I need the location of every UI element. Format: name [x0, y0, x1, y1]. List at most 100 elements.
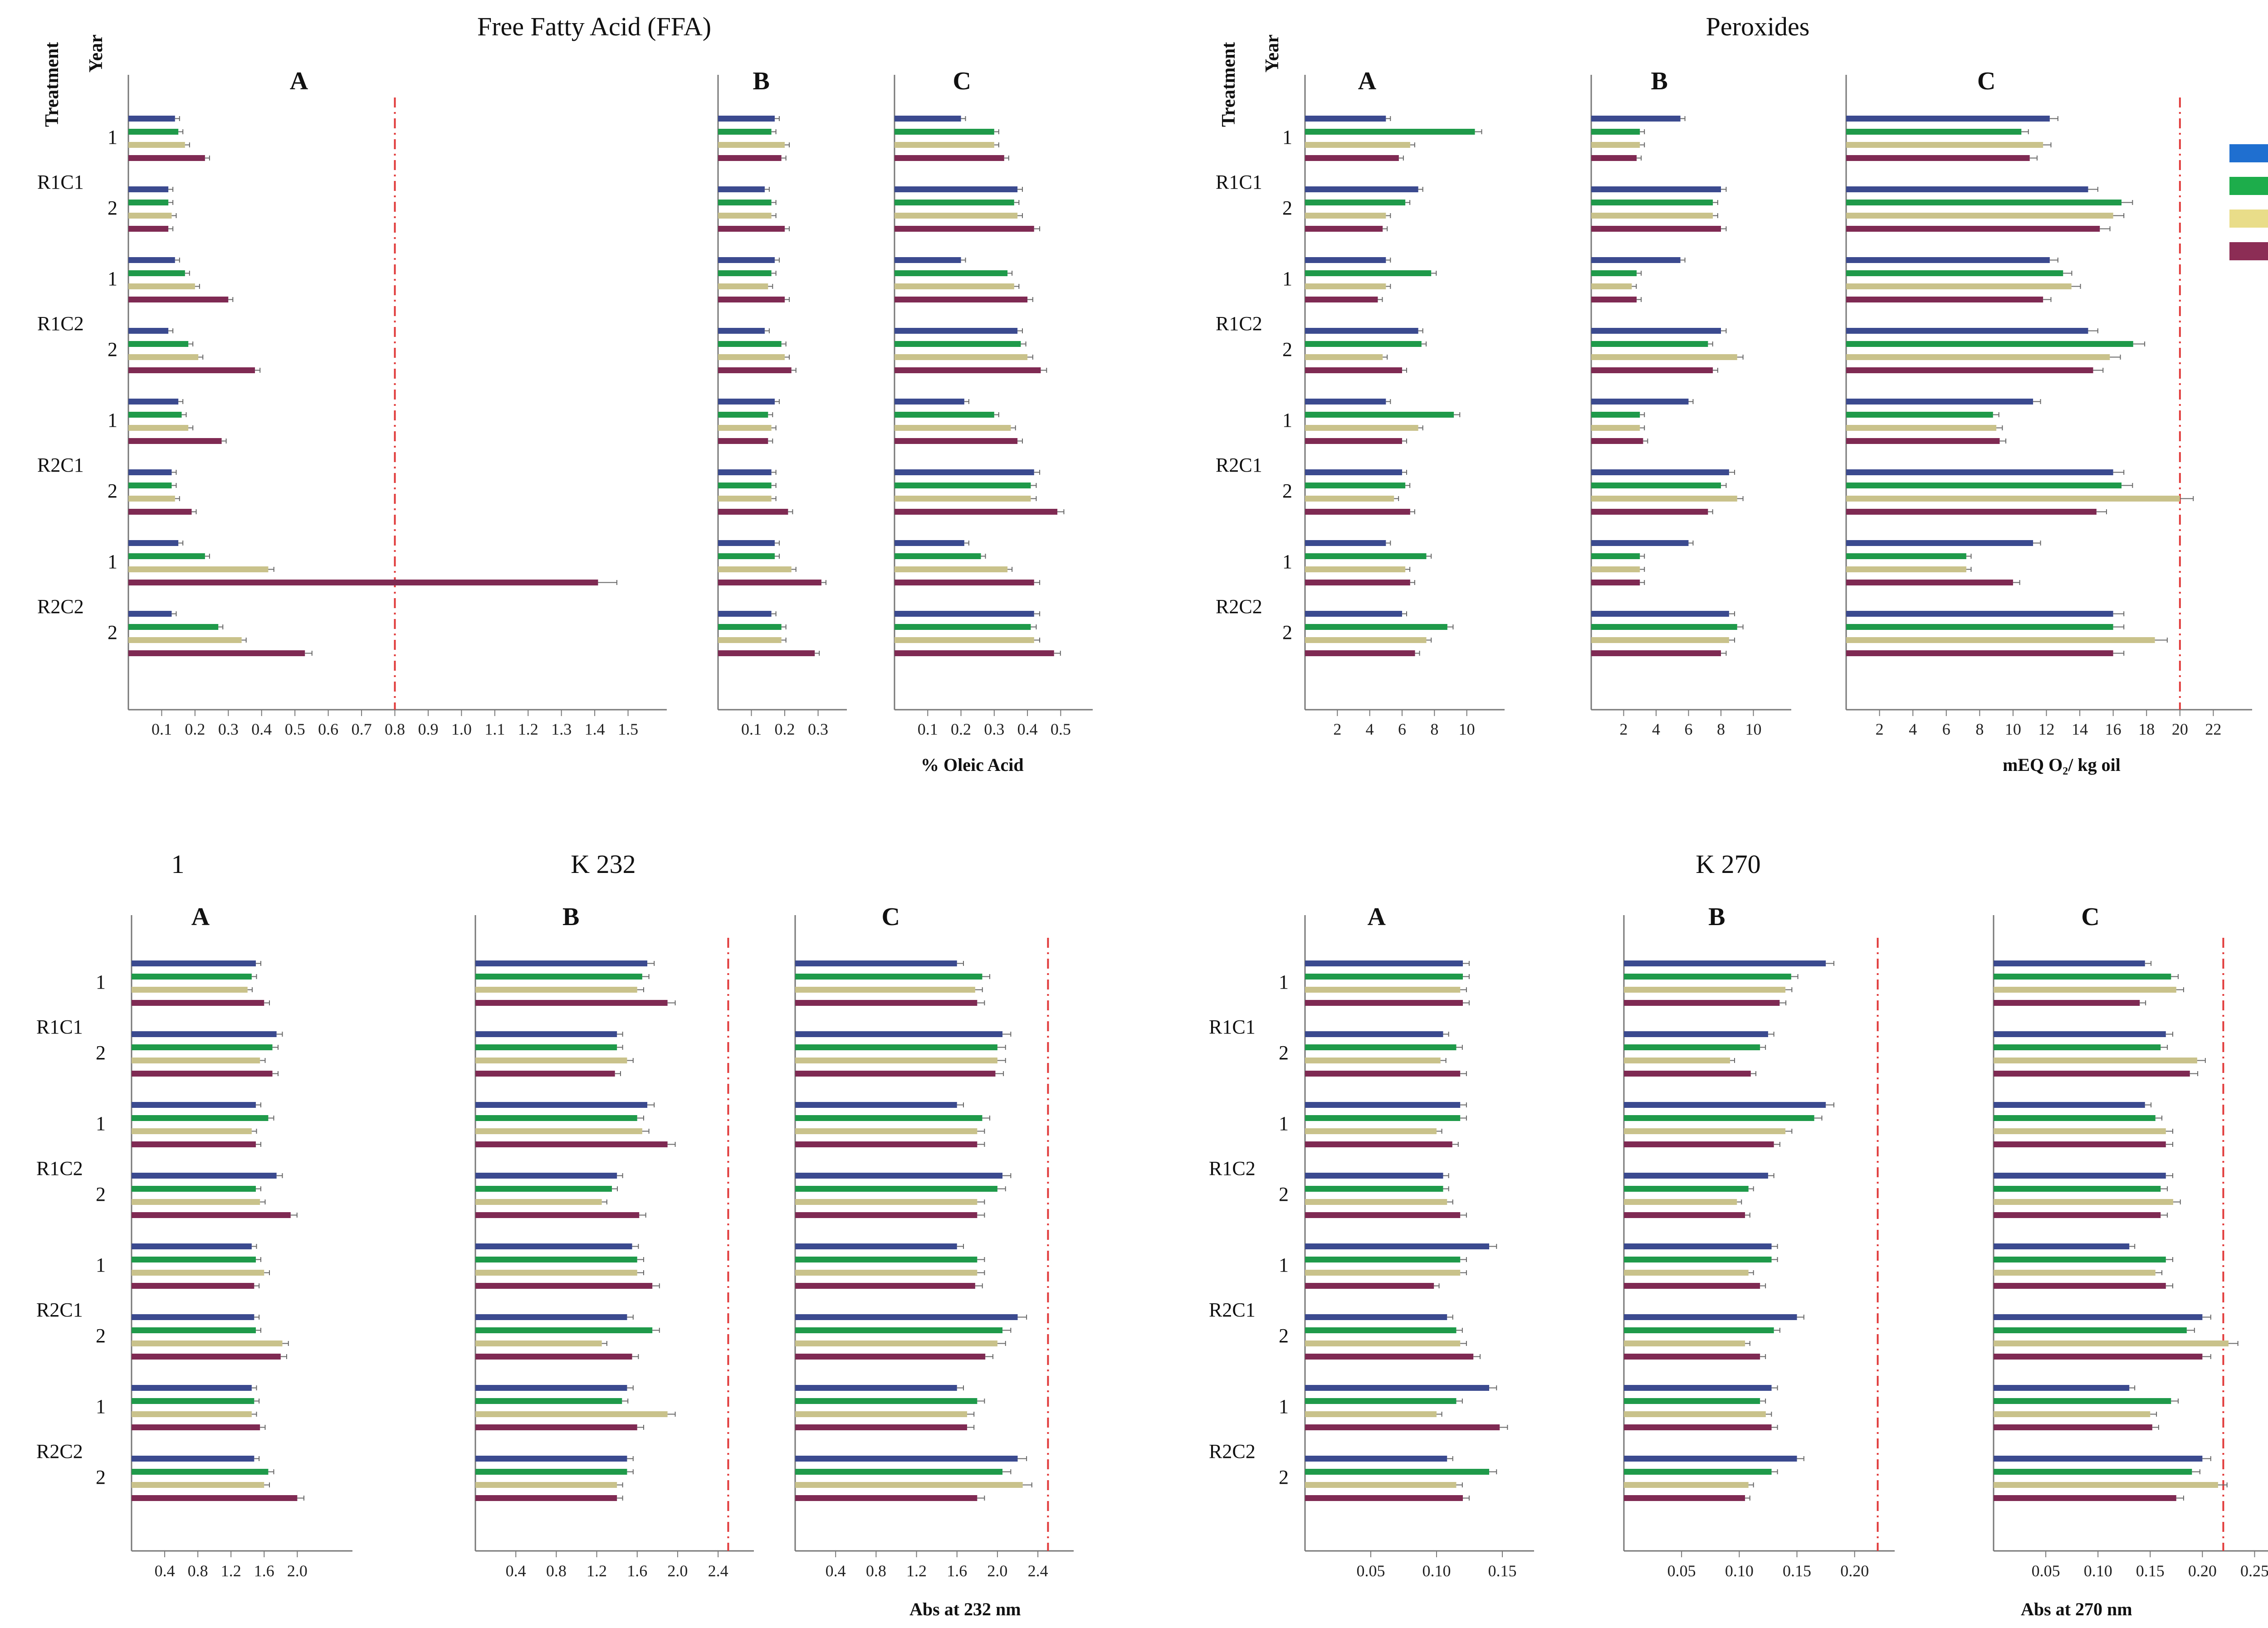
- legend-swatch-14: [2229, 242, 2268, 260]
- bar-day-8: [475, 1128, 642, 1134]
- bar-day-14: [1994, 1212, 2161, 1218]
- panel-letter-c: C: [2081, 903, 2099, 931]
- bar-day-14: [475, 1354, 632, 1360]
- bar-day-8: [1305, 1199, 1447, 1205]
- bar-day-14: [1591, 650, 1721, 656]
- bar-day-0: [1624, 960, 1826, 966]
- bar-day-14: [128, 509, 192, 515]
- bar-day-0: [718, 116, 775, 122]
- panel-letter-b: B: [753, 67, 770, 95]
- legend-swatch-8: [2229, 210, 2268, 228]
- bar-day-14: [1624, 1212, 1745, 1218]
- bar-day-4: [132, 1469, 269, 1475]
- year-header-peroxides: Year: [1262, 34, 1283, 73]
- x-tick-label: 0.2: [775, 720, 795, 738]
- bar-day-14: [475, 1071, 615, 1077]
- bar-day-0: [1591, 328, 1721, 334]
- bar-day-14: [1305, 1424, 1500, 1430]
- bar-day-4: [795, 1044, 997, 1050]
- bar-day-4: [132, 1186, 256, 1192]
- bar-day-14: [1624, 1354, 1760, 1360]
- panel-letter-c: C: [953, 67, 971, 95]
- bar-day-8: [132, 987, 248, 993]
- bar-day-8: [894, 637, 1034, 643]
- year-label: 1: [1282, 409, 1292, 431]
- x-tick-label: 0.1: [741, 720, 762, 738]
- bar-day-0: [718, 611, 772, 617]
- bar-day-0: [1846, 540, 2033, 546]
- bar-day-14: [132, 1141, 256, 1147]
- bar-day-8: [1305, 1340, 1461, 1346]
- bar-day-0: [1591, 469, 1729, 475]
- bar-day-14: [1994, 1495, 2176, 1501]
- bar-day-8: [1305, 637, 1427, 643]
- x-tick-label: 12: [2038, 720, 2055, 738]
- treatment-label: R1C1: [36, 1016, 83, 1038]
- bar-day-8: [475, 987, 637, 993]
- bar-day-14: [718, 226, 785, 232]
- bar-day-0: [1305, 328, 1418, 334]
- x-tick-label: 0.5: [285, 720, 305, 738]
- bar-day-0: [132, 1102, 256, 1108]
- bar-day-14: [1846, 438, 2000, 444]
- bar-day-14: [1846, 367, 2093, 373]
- bar-day-8: [1305, 354, 1383, 360]
- year-label: 2: [96, 1466, 106, 1488]
- treatment-label: R2C1: [36, 1299, 83, 1321]
- year-label: 2: [1282, 621, 1292, 643]
- bar-day-8: [128, 496, 175, 502]
- year-label: 2: [1282, 338, 1292, 361]
- bar-day-8: [1624, 1340, 1745, 1346]
- bar-day-8: [1624, 1128, 1786, 1134]
- bar-day-0: [128, 611, 172, 617]
- bar-day-8: [1591, 425, 1640, 431]
- bar-day-0: [1846, 611, 2113, 617]
- bar-day-14: [894, 509, 1058, 515]
- bar-day-4: [1994, 1115, 2156, 1121]
- bar-day-8: [1846, 283, 2072, 289]
- year-label: 2: [96, 1325, 106, 1347]
- x-tick-label: 0.15: [1488, 1562, 1517, 1580]
- bar-day-4: [795, 974, 982, 980]
- x-tick-label: 6: [1398, 720, 1406, 738]
- bar-day-14: [475, 1000, 668, 1006]
- bar-day-0: [132, 1314, 254, 1320]
- bar-day-8: [132, 1058, 260, 1063]
- bar-day-4: [894, 270, 1008, 276]
- bar-day-4: [1305, 1257, 1461, 1262]
- bar-day-4: [718, 341, 782, 347]
- bar-day-14: [718, 297, 785, 302]
- bar-day-8: [1994, 1270, 2156, 1276]
- x-tick-label: 1.2: [518, 720, 538, 738]
- x-tick-label: 8: [1430, 720, 1438, 738]
- bar-day-8: [718, 566, 792, 572]
- treatment-label: R2C2: [37, 595, 84, 618]
- bar-day-8: [1624, 1199, 1737, 1205]
- bar-day-0: [1305, 540, 1386, 546]
- bar-day-0: [1624, 1385, 1772, 1391]
- bar-day-4: [1994, 1469, 2192, 1475]
- x-tick-label: 8: [1717, 720, 1725, 738]
- bar-day-14: [1994, 1000, 2140, 1006]
- year-label: 1: [1279, 971, 1289, 993]
- bar-day-4: [475, 1327, 653, 1333]
- bar-day-8: [1591, 566, 1640, 572]
- bar-day-14: [1994, 1424, 2152, 1430]
- year-label: 2: [1279, 1466, 1289, 1488]
- bar-day-0: [1624, 1314, 1797, 1320]
- bar-day-14: [1591, 226, 1721, 232]
- panel-letter-b: B: [562, 903, 579, 931]
- bar-day-8: [475, 1340, 602, 1346]
- bar-day-14: [1305, 1071, 1461, 1077]
- x-tick-label: 1.6: [627, 1562, 647, 1580]
- bar-day-14: [1624, 1071, 1751, 1077]
- bar-day-0: [1994, 1173, 2166, 1179]
- x-tick-label: 0.05: [2032, 1562, 2060, 1580]
- year-label: 1: [108, 409, 117, 431]
- bar-day-14: [1846, 509, 2097, 515]
- bar-day-0: [475, 1314, 627, 1320]
- panel-k-270-c: C 0.05 0.10 0.15 0.20 0.25: [1993, 903, 2268, 1580]
- k232-unit-label: Abs at 232 nm: [909, 1599, 1021, 1619]
- x-tick-label: 4: [1652, 720, 1660, 738]
- bar-day-0: [894, 186, 1018, 192]
